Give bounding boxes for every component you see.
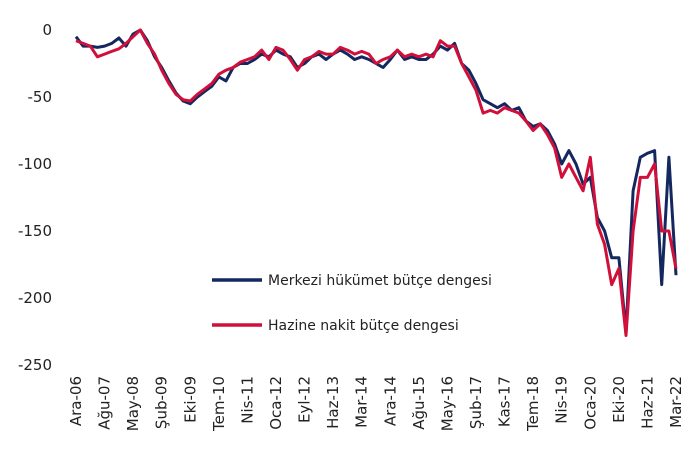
- x-tick-label: Eki-20: [610, 376, 628, 423]
- legend-label: Hazine nakit bütçe dengesi: [268, 318, 459, 334]
- x-tick-label: Eki-09: [181, 376, 199, 423]
- y-tick-label: -200: [18, 289, 52, 307]
- x-tick-label: Tem-10: [210, 376, 228, 432]
- x-tick-label: Kas-17: [496, 376, 514, 427]
- y-tick-label: -250: [18, 356, 52, 374]
- x-tick-label: Nis-19: [553, 376, 571, 424]
- x-tick-label: Şub-09: [153, 376, 171, 429]
- x-tick-label: Ağu-07: [96, 376, 114, 430]
- x-tick-label: Tem-18: [524, 376, 542, 432]
- x-tick-label: Eyl-12: [296, 376, 314, 423]
- x-tick-label: Oca-20: [581, 376, 599, 430]
- x-tick-label: Ara-14: [381, 376, 399, 426]
- x-tick-label: Mar-22: [667, 376, 683, 428]
- x-tick-label: Nis-11: [238, 376, 256, 424]
- x-tick-label: Mar-14: [353, 376, 371, 428]
- x-tick-label: Haz-13: [324, 376, 342, 429]
- x-tick-label: Ağu-15: [410, 376, 428, 430]
- legend-label: Merkezi hükümet bütçe dengesi: [268, 273, 492, 289]
- y-tick-label: 0: [42, 21, 52, 39]
- y-tick-label: -100: [18, 155, 52, 173]
- y-tick-label: -50: [28, 88, 53, 106]
- x-tick-label: Oca-12: [267, 376, 285, 430]
- x-tick-label: May-16: [438, 376, 456, 431]
- x-tick-label: Şub-17: [467, 376, 485, 429]
- x-tick-label: Ara-06: [67, 376, 85, 426]
- line-series: [75, 28, 678, 337]
- x-tick-label: Haz-21: [638, 376, 656, 429]
- y-tick-label: -150: [18, 222, 52, 240]
- x-tick-label: May-08: [124, 376, 142, 431]
